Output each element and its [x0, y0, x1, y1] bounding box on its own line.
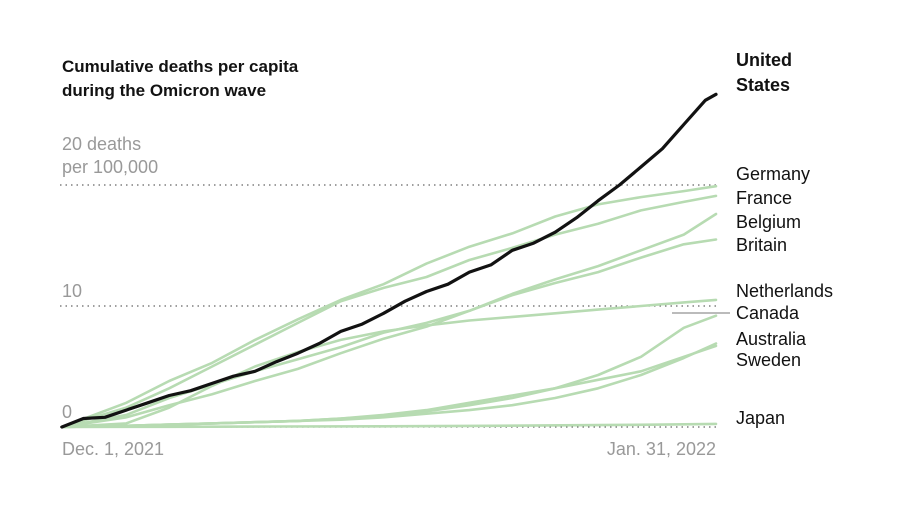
series-lines — [60, 92, 718, 429]
y-label-10: 10 — [62, 281, 82, 301]
series-line-germany — [60, 184, 718, 429]
series-label-united-states: United — [736, 50, 792, 70]
series-label-germany: Germany — [736, 164, 810, 184]
series-label-australia: Australia — [736, 329, 807, 349]
series-line-sweden — [60, 344, 718, 429]
series-line-canada — [60, 298, 718, 429]
series-line-belgium — [60, 194, 718, 429]
y-label-0: 0 — [62, 402, 72, 422]
series-label-britain: Britain — [736, 235, 787, 255]
series-line-united-states — [60, 92, 718, 429]
series-line-britain — [60, 238, 718, 429]
x-axis-labels: Dec. 1, 2021 Jan. 31, 2022 — [62, 439, 716, 459]
series-line-france — [60, 212, 718, 429]
series-label-japan: Japan — [736, 408, 785, 428]
series-label-belgium: Belgium — [736, 212, 801, 232]
chart-title-line: Cumulative deaths per capita — [62, 57, 299, 76]
x-label-start: Dec. 1, 2021 — [62, 439, 164, 459]
y-label-20-line2: per 100,000 — [62, 157, 158, 177]
x-label-end: Jan. 31, 2022 — [607, 439, 716, 459]
y-axis-labels: 0 10 20 deaths per 100,000 — [62, 134, 158, 422]
series-label-united-states: States — [736, 75, 790, 95]
chart-title-line: during the Omicron wave — [62, 81, 266, 100]
gridlines — [60, 184, 716, 428]
series-labels: United States Germany France Belgium Britain N… — [736, 50, 833, 428]
series-label-france: France — [736, 188, 792, 208]
y-label-20-line1: 20 deaths — [62, 134, 141, 154]
series-line-japan — [60, 422, 718, 429]
chart-title: Cumulative deaths per capita during the O… — [62, 57, 299, 100]
series-label-netherlands: Netherlands — [736, 281, 833, 301]
series-label-canada: Canada — [736, 303, 800, 323]
series-label-sweden: Sweden — [736, 350, 801, 370]
